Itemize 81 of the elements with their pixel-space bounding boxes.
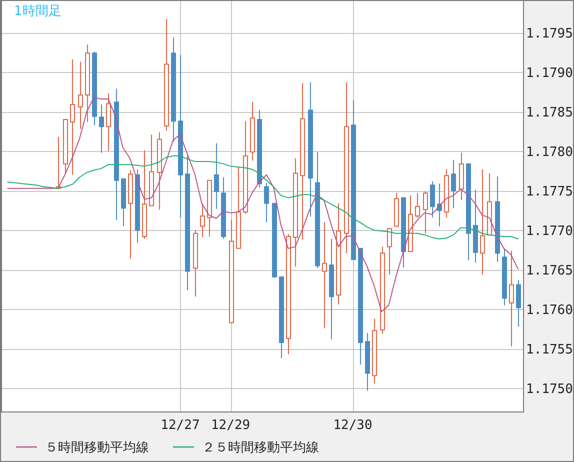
candlestick bbox=[502, 248, 507, 306]
candlestick bbox=[322, 222, 327, 329]
legend-label: ５時間移動平均線 bbox=[45, 440, 149, 456]
candlestick bbox=[408, 194, 413, 252]
candlestick bbox=[387, 228, 392, 275]
y-tick-label: 1.1785 bbox=[526, 105, 573, 120]
candlestick bbox=[207, 180, 212, 238]
candlestick bbox=[128, 170, 133, 260]
candlestick bbox=[279, 276, 284, 359]
candlestick bbox=[437, 183, 442, 227]
candlestick bbox=[487, 172, 492, 236]
candlestick bbox=[423, 190, 428, 234]
candlestick bbox=[70, 58, 75, 176]
candlestick bbox=[221, 176, 226, 240]
candlestick bbox=[257, 110, 262, 188]
candlestick bbox=[142, 150, 147, 240]
candlestick bbox=[415, 192, 420, 218]
candlestick bbox=[466, 163, 471, 261]
candlestick bbox=[56, 136, 61, 189]
y-tick-label: 1.1770 bbox=[526, 224, 573, 239]
candlestick bbox=[135, 168, 140, 244]
candlestick bbox=[236, 166, 241, 249]
candlestick bbox=[444, 168, 449, 218]
candlestick bbox=[157, 132, 162, 210]
candlestick bbox=[63, 119, 68, 175]
candlestick bbox=[78, 61, 83, 130]
candlestick bbox=[394, 192, 399, 227]
candlestick bbox=[272, 202, 277, 278]
line-series bbox=[7, 155, 519, 240]
candlestick bbox=[516, 280, 521, 328]
y-tick-label: 1.1755 bbox=[526, 342, 573, 358]
candlestick bbox=[114, 88, 119, 220]
x-tick-label: 12/29 bbox=[210, 418, 250, 433]
candlestick bbox=[293, 158, 298, 268]
candlestick bbox=[149, 134, 154, 206]
candlestick bbox=[451, 159, 456, 209]
candlestick bbox=[336, 202, 341, 306]
x-tick-label: 12/30 bbox=[333, 418, 372, 433]
candlestick bbox=[85, 44, 90, 122]
candlestick bbox=[495, 176, 500, 262]
candlestick bbox=[380, 246, 385, 334]
chart-title: 1時間足 bbox=[14, 4, 62, 19]
candlestick bbox=[308, 82, 313, 218]
legend-label: ２５時間移動平均線 bbox=[202, 440, 319, 456]
candlestick bbox=[430, 180, 435, 218]
candlestick bbox=[329, 238, 334, 340]
candlestick bbox=[200, 202, 205, 238]
candlestick bbox=[286, 234, 291, 355]
candlestick bbox=[193, 230, 198, 298]
candlestick bbox=[344, 82, 349, 254]
y-tick-label: 1.1750 bbox=[526, 382, 573, 397]
candlestick bbox=[480, 168, 485, 275]
y-tick-label: 1.1775 bbox=[526, 184, 573, 200]
candlestick bbox=[214, 142, 219, 210]
candlestick bbox=[509, 250, 514, 347]
candlestick bbox=[358, 248, 363, 366]
candlestick bbox=[250, 102, 255, 162]
candlestick bbox=[365, 332, 370, 392]
candlestick bbox=[185, 154, 190, 291]
candlestick bbox=[473, 189, 478, 264]
candlestick bbox=[121, 178, 126, 227]
candlestick bbox=[171, 36, 176, 142]
y-tick-label: 1.1780 bbox=[526, 144, 573, 160]
candlestick bbox=[300, 82, 305, 240]
y-tick-label: 1.1790 bbox=[526, 66, 573, 81]
candlestick bbox=[372, 318, 377, 384]
candlestick bbox=[264, 182, 269, 223]
y-tick-label: 1.1760 bbox=[526, 302, 573, 318]
line-series bbox=[7, 96, 519, 312]
candlestick bbox=[459, 152, 464, 201]
candlestick bbox=[243, 120, 248, 214]
y-tick-label: 1.1795 bbox=[526, 26, 573, 42]
candlestick bbox=[99, 104, 104, 154]
y-tick-label: 1.1765 bbox=[526, 263, 573, 278]
candlestick bbox=[229, 219, 234, 324]
candlestick bbox=[164, 18, 169, 132]
candlestick bbox=[92, 51, 97, 126]
candlestick bbox=[315, 151, 320, 269]
x-tick-label: 12/27 bbox=[160, 418, 200, 433]
candlestick bbox=[106, 92, 111, 152]
candlestick bbox=[401, 197, 406, 268]
